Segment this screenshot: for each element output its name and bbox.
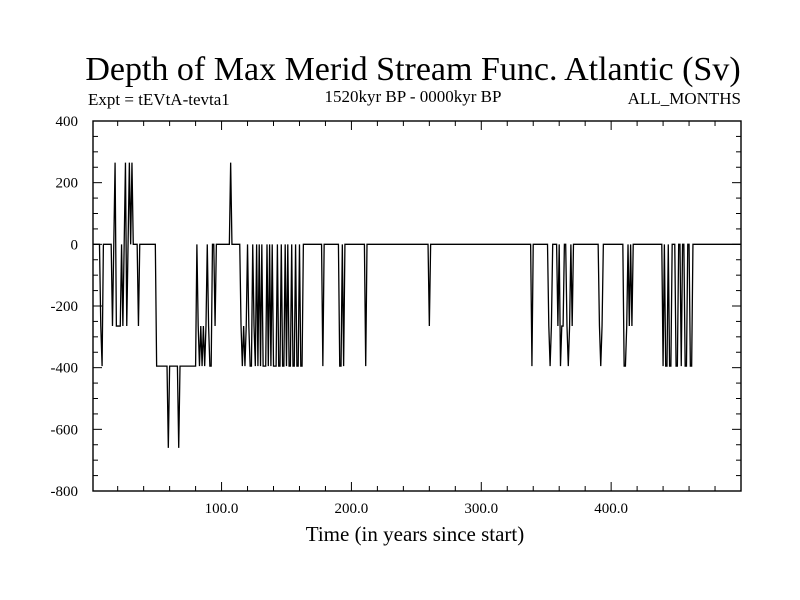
x-tick-label: 400.0 (594, 501, 628, 517)
y-tick-label: 200 (56, 176, 79, 192)
y-tick-label: -800 (51, 484, 79, 500)
plot-frame (92, 120, 742, 492)
y-tick-label: -200 (51, 299, 79, 315)
chart-subtitle-center: 1520kyr BP - 0000kyr BP (325, 87, 502, 106)
chart-title: Depth of Max Merid Stream Func. Atlantic… (85, 51, 740, 88)
chart-subtitle-left: Expt = tEVtA-tevta1 (88, 90, 230, 109)
y-tick-label: -400 (51, 361, 79, 377)
x-tick-label: 300.0 (464, 501, 498, 517)
y-tick-label: 0 (71, 237, 79, 253)
chart-subtitle-right: ALL_MONTHS (628, 89, 741, 108)
y-tick-label: 400 (56, 114, 79, 130)
y-tick-label: -600 (51, 422, 79, 438)
x-tick-label: 200.0 (335, 501, 369, 517)
series-line (93, 162, 741, 448)
x-tick-label: 100.0 (205, 501, 239, 517)
y-axis-ticks: 400 200 0 -200 -400 -600 -800 (51, 114, 741, 500)
x-axis-ticks: 100.0 200.0 300.0 400.0 (117, 121, 716, 517)
x-axis-label: Time (in years since start) (306, 522, 525, 546)
